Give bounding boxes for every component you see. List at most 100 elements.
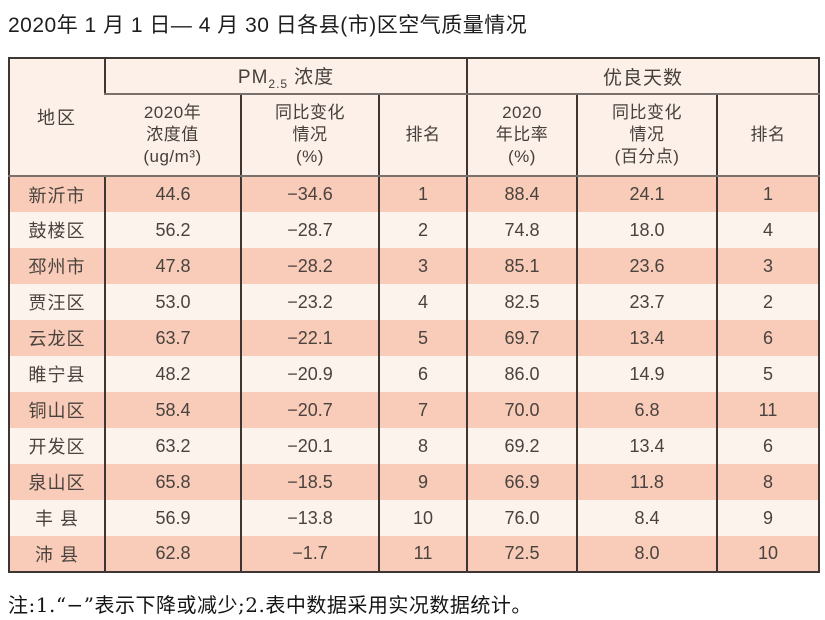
table-row: 泉山区 65.8 −18.5 9 66.9 11.8 8: [9, 464, 820, 500]
pm-change-line3: (%): [296, 146, 324, 166]
cell-region: 鼓楼区: [28, 221, 86, 241]
days-change-line1: 同比变化: [612, 103, 682, 123]
cell-days-change: 24.1: [576, 176, 717, 212]
cell-days-rank: 9: [715, 500, 820, 536]
cell-days-rank: 1: [715, 176, 820, 212]
cell-pm-rank: 11: [378, 536, 467, 572]
table-body: 新沂市 44.6 −34.6 1 88.4 24.1 1 鼓楼区 56.2 −2…: [9, 176, 820, 572]
page-title: 2020年 1 月 1 日— 4 月 30 日各县(市)区空气质量情况: [8, 14, 528, 37]
cell-region: 云龙区: [28, 329, 86, 349]
cell-pm-value: 48.2: [104, 356, 241, 392]
cell-pm-value: 65.8: [104, 464, 241, 500]
cell-pm-change: −1.7: [240, 536, 379, 572]
cell-pm-value: 56.2: [104, 212, 241, 248]
pm-value-line1: 2020年: [143, 103, 202, 123]
pm25-label-prefix: PM: [237, 66, 269, 88]
column-header-pm-change: 同比变化 情况 (%): [240, 94, 379, 177]
cell-days-ratio: 76.0: [466, 500, 577, 536]
cell-pm-rank: 3: [378, 248, 467, 284]
cell-pm-rank: 6: [378, 356, 467, 392]
pm-value-line3: (ug/m³): [143, 146, 202, 166]
table-row: 云龙区 63.7 −22.1 5 69.7 13.4 6: [9, 320, 820, 356]
cell-days-change: 18.0: [576, 212, 717, 248]
pm25-label-subscript: 2.5: [268, 76, 289, 91]
cell-days-rank: 6: [715, 428, 820, 464]
days-change-line2: 情况: [629, 125, 665, 145]
cell-pm-value: 44.6: [104, 176, 241, 212]
cell-days-rank: 3: [715, 248, 820, 284]
cell-pm-change: −20.1: [240, 428, 379, 464]
cell-days-rank: 11: [715, 392, 820, 428]
column-header-pm-rank: 排名: [378, 94, 467, 177]
cell-region: 铜山区: [28, 401, 86, 421]
table-row: 鼓楼区 56.2 −28.7 2 74.8 18.0 4: [9, 212, 820, 248]
cell-pm-value: 58.4: [104, 392, 241, 428]
cell-pm-change: −28.7: [240, 212, 379, 248]
cell-days-rank: 10: [715, 536, 820, 572]
cell-days-change: 23.7: [576, 284, 717, 320]
table-row: 睢宁县 48.2 −20.9 6 86.0 14.9 5: [9, 356, 820, 392]
pm25-label-suffix: 浓度: [294, 66, 335, 88]
cell-pm-rank: 10: [378, 500, 467, 536]
table-row: 丰 县 56.9 −13.8 10 76.0 8.4 9: [9, 500, 820, 536]
cell-pm-rank: 2: [378, 212, 467, 248]
cell-days-rank: 8: [715, 464, 820, 500]
column-header-pm-value: 2020年 浓度值 (ug/m³): [105, 94, 241, 177]
pm-change-line1: 同比变化: [275, 103, 345, 123]
column-header-days-ratio: 2020 年比率 (%): [466, 94, 577, 177]
cell-days-change: 23.6: [576, 248, 717, 284]
days-ratio-line1: 2020: [502, 103, 542, 123]
days-ratio-line2: 年比率: [495, 125, 549, 145]
cell-region: 开发区: [28, 437, 86, 457]
cell-days-ratio: 70.0: [466, 392, 577, 428]
cell-pm-rank: 7: [378, 392, 467, 428]
cell-days-change: 6.8: [576, 392, 717, 428]
cell-region: 泉山区: [28, 473, 86, 493]
cell-pm-change: −23.2: [240, 284, 379, 320]
table-row: 贾汪区 53.0 −23.2 4 82.5 23.7 2: [9, 284, 820, 320]
days-change-line3: (百分点): [614, 146, 680, 166]
table-row: 沛 县 62.8 −1.7 11 72.5 8.0 10: [9, 536, 820, 572]
cell-region: 睢宁县: [28, 365, 86, 385]
cell-days-change: 13.4: [576, 428, 717, 464]
days-ratio-line3: (%): [508, 146, 536, 166]
column-group-good-days: 优良天数: [465, 58, 820, 95]
cell-pm-rank: 9: [378, 464, 467, 500]
table-row: 铜山区 58.4 −20.7 7 70.0 6.8 11: [9, 392, 820, 428]
cell-days-ratio: 82.5: [466, 284, 577, 320]
cell-pm-value: 53.0: [104, 284, 241, 320]
table-row: 邳州市 47.8 −28.2 3 85.1 23.6 3: [9, 248, 820, 284]
cell-region: 沛 县: [34, 544, 79, 565]
cell-pm-change: −13.8: [240, 500, 379, 536]
cell-pm-value: 56.9: [104, 500, 241, 536]
cell-pm-rank: 4: [378, 284, 467, 320]
cell-days-change: 13.4: [576, 320, 717, 356]
air-quality-table: 地区 PM2.5 浓度 优良天数 2020年 浓度值 (ug/m³) 同比变化 情…: [8, 57, 821, 573]
cell-days-ratio: 69.2: [466, 428, 577, 464]
cell-pm-value: 63.2: [104, 428, 241, 464]
cell-days-ratio: 74.8: [466, 212, 577, 248]
cell-pm-change: −28.2: [240, 248, 379, 284]
footnote: 注:1.“−”表示下降或减少;2.表中数据采用实况数据统计。: [8, 593, 532, 617]
cell-pm-value: 62.8: [104, 536, 241, 572]
column-group-pm25: PM2.5 浓度: [104, 58, 467, 95]
cell-days-ratio: 85.1: [466, 248, 577, 284]
cell-days-ratio: 69.7: [466, 320, 577, 356]
cell-pm-change: −20.9: [240, 356, 379, 392]
cell-days-ratio: 66.9: [466, 464, 577, 500]
cell-days-rank: 5: [715, 356, 820, 392]
cell-days-rank: 4: [715, 212, 820, 248]
cell-region: 贾汪区: [28, 293, 86, 313]
cell-pm-change: −18.5: [240, 464, 379, 500]
table-row: 新沂市 44.6 −34.6 1 88.4 24.1 1: [9, 176, 820, 212]
cell-days-rank: 2: [715, 284, 820, 320]
cell-days-ratio: 86.0: [466, 356, 577, 392]
column-header-days-change: 同比变化 情况 (百分点): [576, 94, 717, 177]
cell-days-rank: 6: [715, 320, 820, 356]
cell-region: 邳州市: [28, 257, 86, 277]
cell-days-change: 14.9: [576, 356, 717, 392]
cell-region: 丰 县: [34, 509, 79, 529]
cell-pm-change: −22.1: [240, 320, 379, 356]
cell-pm-value: 47.8: [104, 248, 241, 284]
